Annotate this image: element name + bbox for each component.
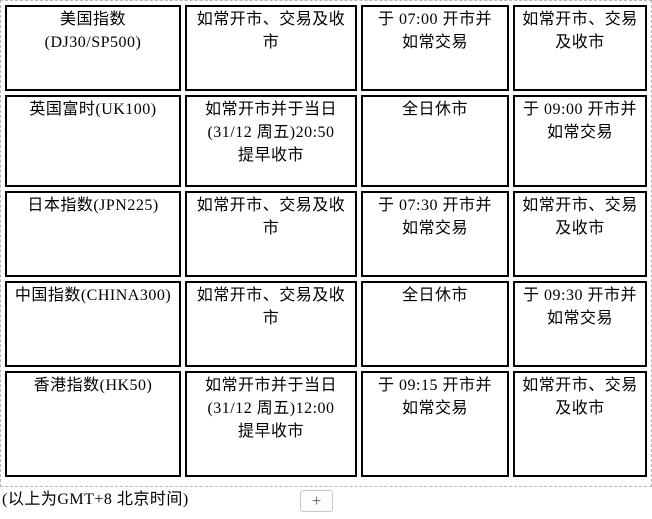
cell-r4c1-market[interactable]: 中国指数(CHINA300): [5, 281, 181, 367]
cell-r5c3[interactable]: 于 09:15 开市并 如常交易: [361, 371, 509, 477]
footer: (以上为GMT+8 北京时间) +: [0, 487, 652, 519]
cell-r3c3[interactable]: 于 07:30 开市并 如常交易: [361, 191, 509, 277]
add-button[interactable]: +: [300, 490, 333, 512]
cell-r1c1-market[interactable]: 美国指数 (DJ30/SP500): [5, 5, 181, 91]
cell-r5c2[interactable]: 如常开市并于当日 (31/12 周五)12:00 提早收市: [185, 371, 357, 477]
cell-r4c3[interactable]: 全日休市: [361, 281, 509, 367]
plus-icon: +: [311, 492, 322, 510]
cell-r2c3[interactable]: 全日休市: [361, 95, 509, 187]
cell-r1c2[interactable]: 如常开市、交易及收 市: [185, 5, 357, 91]
cell-r4c2[interactable]: 如常开市、交易及收 市: [185, 281, 357, 367]
table-row: 香港指数(HK50) 如常开市并于当日 (31/12 周五)12:00 提早收市…: [5, 371, 647, 477]
market-schedule-table: 美国指数 (DJ30/SP500) 如常开市、交易及收 市 于 07:00 开市…: [1, 1, 651, 481]
cell-r1c3[interactable]: 于 07:00 开市并 如常交易: [361, 5, 509, 91]
table-row: 日本指数(JPN225) 如常开市、交易及收 市 于 07:30 开市并 如常交…: [5, 191, 647, 277]
cell-r1c4[interactable]: 如常开市、交易 及收市: [513, 5, 647, 91]
cell-r2c1-market[interactable]: 英国富时(UK100): [5, 95, 181, 187]
cell-r2c2[interactable]: 如常开市并于当日 (31/12 周五)20:50 提早收市: [185, 95, 357, 187]
cell-r5c4[interactable]: 如常开市、交易 及收市: [513, 371, 647, 477]
cell-r3c2[interactable]: 如常开市、交易及收 市: [185, 191, 357, 277]
cell-r3c1-market[interactable]: 日本指数(JPN225): [5, 191, 181, 277]
cell-r3c4[interactable]: 如常开市、交易 及收市: [513, 191, 647, 277]
cell-r4c4[interactable]: 于 09:30 开市并 如常交易: [513, 281, 647, 367]
table-row: 英国富时(UK100) 如常开市并于当日 (31/12 周五)20:50 提早收…: [5, 95, 647, 187]
editable-table-region: 美国指数 (DJ30/SP500) 如常开市、交易及收 市 于 07:00 开市…: [0, 0, 652, 487]
cell-r5c1-market[interactable]: 香港指数(HK50): [5, 371, 181, 477]
table-row: 美国指数 (DJ30/SP500) 如常开市、交易及收 市 于 07:00 开市…: [5, 5, 647, 91]
cell-r2c4[interactable]: 于 09:00 开市并 如常交易: [513, 95, 647, 187]
table-row: 中国指数(CHINA300) 如常开市、交易及收 市 全日休市 于 09:30 …: [5, 281, 647, 367]
timezone-note: (以上为GMT+8 北京时间): [2, 491, 189, 508]
